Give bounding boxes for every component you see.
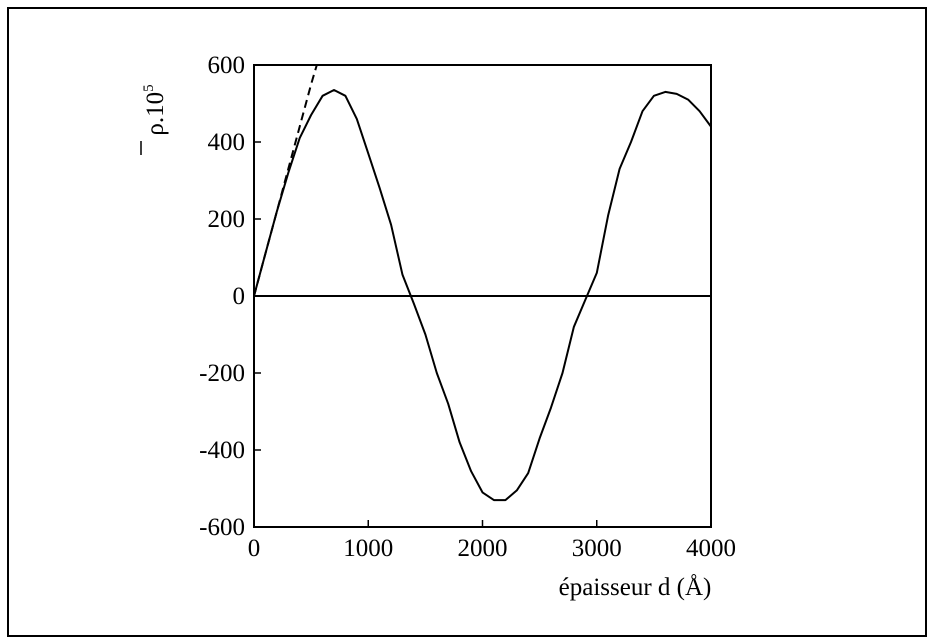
series-line-dashed [253, 64, 318, 297]
y-tick-label: 0 [233, 283, 246, 310]
series-layer [253, 64, 712, 502]
y-axis-label-factor: .10 [142, 92, 169, 123]
x-tick-label: 3000 [572, 535, 622, 562]
y-tick-label: 200 [208, 206, 246, 233]
y-tick-label: 600 [208, 52, 246, 79]
x-tick-label: 1000 [343, 535, 393, 562]
y-tick-label: -200 [199, 360, 245, 387]
y-tick-label: -600 [199, 514, 245, 541]
svg-text:ρ.105: ρ.105 [141, 84, 169, 135]
y-axis-label-symbol: ρ [142, 123, 169, 135]
x-tick-label: 4000 [686, 535, 736, 562]
y-axis-label-exponent: 5 [141, 84, 157, 92]
x-tick-label: 0 [248, 535, 261, 562]
series-line-solid [253, 89, 712, 502]
y-axis-label: ρ.105 [140, 84, 169, 155]
x-axis-label: épaisseur d (Å) [559, 574, 712, 601]
y-tick-label: 400 [208, 129, 246, 156]
y-tick-label: -400 [199, 437, 245, 464]
x-tick-label: 2000 [458, 535, 508, 562]
